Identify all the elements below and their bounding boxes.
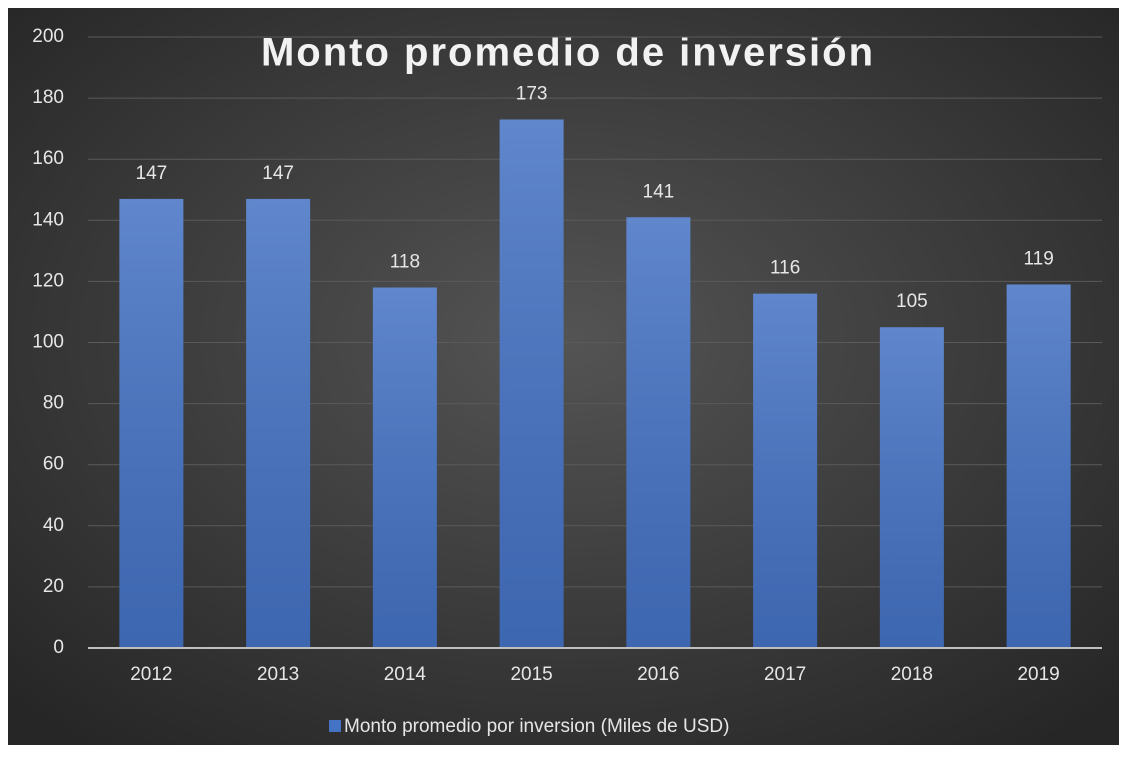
y-tick-label: 180 [32, 87, 64, 108]
x-tick-label: 2012 [130, 664, 172, 685]
y-tick-label: 100 [32, 332, 64, 353]
bar-shade [246, 198, 311, 649]
y-tick-label: 80 [43, 393, 64, 414]
y-tick-label: 60 [43, 454, 64, 475]
y-tick-label: 20 [43, 576, 64, 597]
data-label: 105 [896, 291, 928, 312]
x-tick-label: 2019 [1017, 664, 1059, 685]
data-label: 141 [643, 181, 675, 202]
bar-shade [372, 287, 437, 648]
chart-title: Monto promedio de inversión [261, 31, 875, 75]
x-tick-label: 2018 [891, 664, 933, 685]
data-label: 147 [262, 163, 294, 184]
x-tick-label: 2016 [637, 664, 679, 685]
legend-swatch [329, 720, 341, 732]
bar-shade [499, 119, 564, 649]
y-tick-label: 40 [43, 515, 64, 536]
y-tick-label: 0 [53, 637, 64, 658]
y-tick-label: 120 [32, 270, 64, 291]
y-tick-label: 160 [32, 148, 64, 169]
data-label: 116 [770, 258, 800, 279]
bar-shade [753, 293, 818, 648]
y-tick-label: 140 [32, 209, 64, 230]
bar-shade [1006, 284, 1071, 648]
data-label: 118 [390, 252, 420, 273]
bar-shade [119, 198, 184, 649]
bar-shade [626, 217, 691, 648]
x-tick-label: 2013 [257, 664, 299, 685]
data-label: 147 [136, 163, 168, 184]
bar-shade [879, 327, 944, 648]
y-tick-label: 200 [32, 26, 64, 47]
data-label: 119 [1023, 248, 1053, 269]
x-tick-label: 2014 [384, 664, 427, 685]
x-tick-label: 2015 [510, 664, 552, 685]
data-label: 173 [516, 84, 548, 105]
legend-label: Monto promedio por inversion (Miles de U… [344, 716, 729, 737]
x-tick-label: 2017 [764, 664, 806, 685]
